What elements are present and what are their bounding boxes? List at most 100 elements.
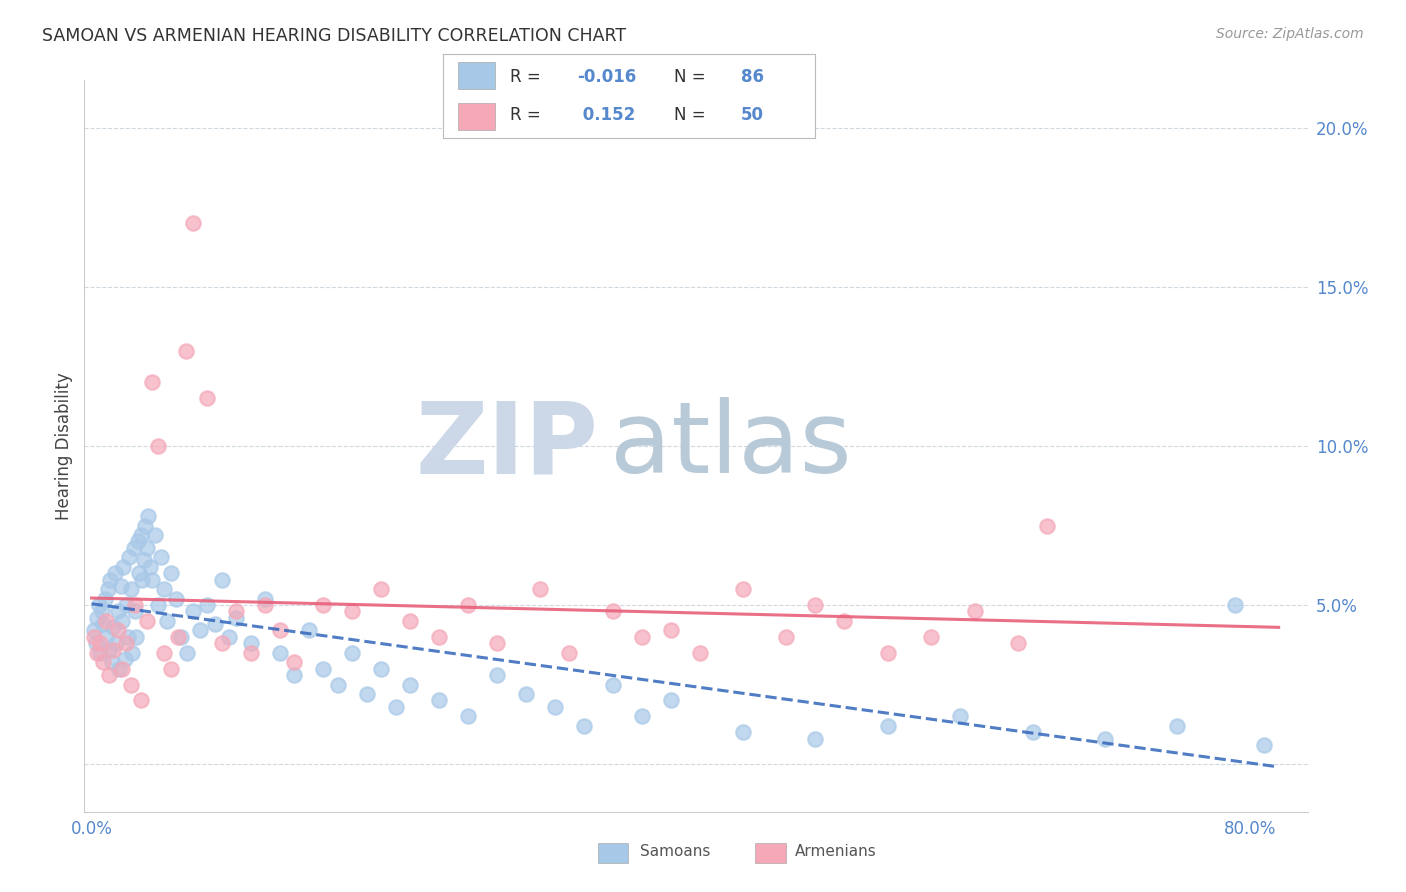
- Point: [115, 636, 138, 650]
- Point: [103, 620, 125, 634]
- Text: Armenians: Armenians: [794, 845, 876, 859]
- Text: SAMOAN VS ARMENIAN HEARING DISABILITY CORRELATION CHART: SAMOAN VS ARMENIAN HEARING DISABILITY CO…: [42, 27, 626, 45]
- Point: [1225, 598, 1247, 612]
- Point: [176, 646, 198, 660]
- Text: 86: 86: [741, 69, 763, 87]
- Point: [135, 614, 157, 628]
- Point: [630, 709, 652, 723]
- Point: [156, 614, 179, 628]
- Point: [98, 642, 121, 657]
- Point: [125, 630, 148, 644]
- FancyBboxPatch shape: [458, 62, 495, 89]
- Point: [427, 693, 450, 707]
- Point: [115, 598, 138, 612]
- Point: [110, 579, 132, 593]
- Point: [804, 731, 827, 746]
- Point: [197, 598, 219, 612]
- Point: [124, 604, 146, 618]
- Point: [100, 573, 122, 587]
- Point: [659, 624, 682, 638]
- Point: [98, 668, 121, 682]
- Point: [659, 693, 682, 707]
- Point: [105, 636, 128, 650]
- Text: 50: 50: [741, 105, 763, 123]
- Point: [370, 582, 392, 596]
- Point: [128, 566, 150, 581]
- Point: [138, 559, 160, 574]
- Point: [427, 630, 450, 644]
- Text: Source: ZipAtlas.com: Source: ZipAtlas.com: [1216, 27, 1364, 41]
- Point: [312, 598, 335, 612]
- Point: [572, 719, 595, 733]
- Point: [104, 566, 127, 581]
- Point: [86, 646, 108, 660]
- Point: [269, 624, 291, 638]
- Point: [1021, 725, 1043, 739]
- Point: [120, 677, 142, 691]
- Point: [356, 687, 378, 701]
- Point: [87, 598, 110, 612]
- Point: [485, 636, 508, 650]
- FancyBboxPatch shape: [458, 103, 495, 130]
- Point: [1036, 518, 1059, 533]
- Point: [111, 662, 134, 676]
- Point: [107, 604, 129, 618]
- Point: [920, 630, 942, 644]
- Point: [254, 591, 277, 606]
- Point: [112, 559, 135, 574]
- Point: [83, 624, 105, 638]
- Point: [94, 614, 117, 628]
- Point: [1007, 636, 1029, 650]
- Point: [876, 646, 898, 660]
- Point: [167, 630, 190, 644]
- Point: [283, 668, 305, 682]
- Text: atlas: atlas: [610, 398, 852, 494]
- Point: [148, 439, 170, 453]
- Point: [1166, 719, 1188, 733]
- Text: ZIP: ZIP: [415, 398, 598, 494]
- Point: [94, 630, 117, 644]
- Point: [108, 662, 131, 676]
- Text: N =: N =: [673, 105, 706, 123]
- Text: R =: R =: [510, 105, 541, 123]
- Point: [150, 550, 173, 565]
- Point: [135, 541, 157, 555]
- Point: [283, 655, 305, 669]
- Point: [457, 709, 479, 723]
- Point: [117, 630, 139, 644]
- Point: [225, 611, 247, 625]
- Point: [83, 630, 105, 644]
- Point: [89, 636, 111, 650]
- Point: [86, 611, 108, 625]
- Point: [153, 646, 176, 660]
- Point: [340, 646, 363, 660]
- Point: [225, 604, 247, 618]
- Point: [181, 604, 204, 618]
- Point: [370, 662, 392, 676]
- Point: [174, 343, 197, 358]
- Point: [188, 624, 211, 638]
- Point: [602, 677, 624, 691]
- Point: [90, 604, 112, 618]
- Point: [731, 582, 754, 596]
- Text: Samoans: Samoans: [640, 845, 710, 859]
- Point: [101, 655, 124, 669]
- Point: [165, 591, 187, 606]
- Text: R =: R =: [510, 69, 541, 87]
- Point: [731, 725, 754, 739]
- Point: [544, 699, 567, 714]
- Point: [269, 646, 291, 660]
- Point: [399, 677, 422, 691]
- Point: [239, 636, 262, 650]
- Point: [204, 617, 226, 632]
- Text: 0.152: 0.152: [576, 105, 636, 123]
- Text: N =: N =: [673, 69, 706, 87]
- Point: [111, 614, 134, 628]
- Point: [121, 646, 143, 660]
- Point: [107, 624, 129, 638]
- Point: [91, 655, 114, 669]
- Point: [122, 541, 145, 555]
- Point: [93, 591, 115, 606]
- Point: [103, 642, 125, 657]
- Point: [136, 508, 159, 523]
